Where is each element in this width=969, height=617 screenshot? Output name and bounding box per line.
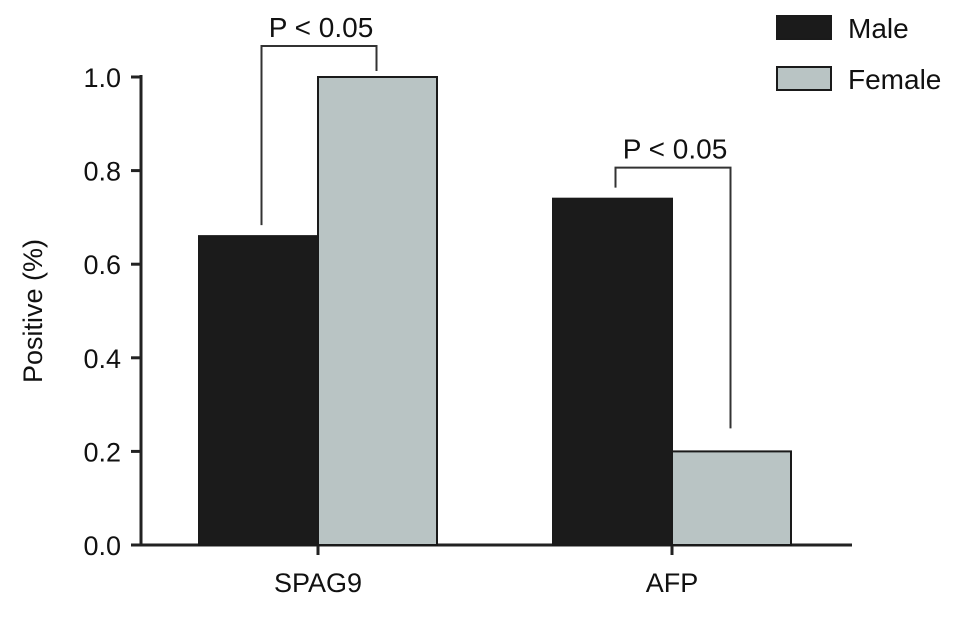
y-tick-label: 0.4 [83,344,121,374]
significance-label: P < 0.05 [623,134,728,165]
bars [198,76,792,546]
y-tick-label: 0.0 [83,531,121,561]
axes: 0.0 0.2 0.4 0.6 0.8 1.0 SPAG9 AFP [83,63,852,598]
y-tick-label: 0.2 [83,437,121,467]
significance-bracket [260,45,378,226]
y-axis-title: Positive (%) [18,239,48,383]
significance-label: P < 0.05 [269,12,374,43]
y-tick-label: 0.6 [83,250,121,280]
x-tick-label: SPAG9 [274,568,362,598]
legend: Male Female [776,13,941,95]
bar-female-spag9 [317,76,438,546]
legend-label-female: Female [848,64,941,95]
legend-swatch-female [776,66,832,91]
significance-annotations: P < 0.05 P < 0.05 [260,12,732,429]
y-tick-label: 0.8 [83,157,121,187]
x-tick-label: AFP [646,568,699,598]
significance-bracket [614,166,732,429]
bar-male-spag9 [198,235,319,546]
y-tick-label: 1.0 [83,63,121,93]
bar-female-afp [671,450,792,546]
legend-label-male: Male [848,13,909,44]
legend-swatch-male [776,15,832,40]
bar-male-afp [552,197,673,546]
